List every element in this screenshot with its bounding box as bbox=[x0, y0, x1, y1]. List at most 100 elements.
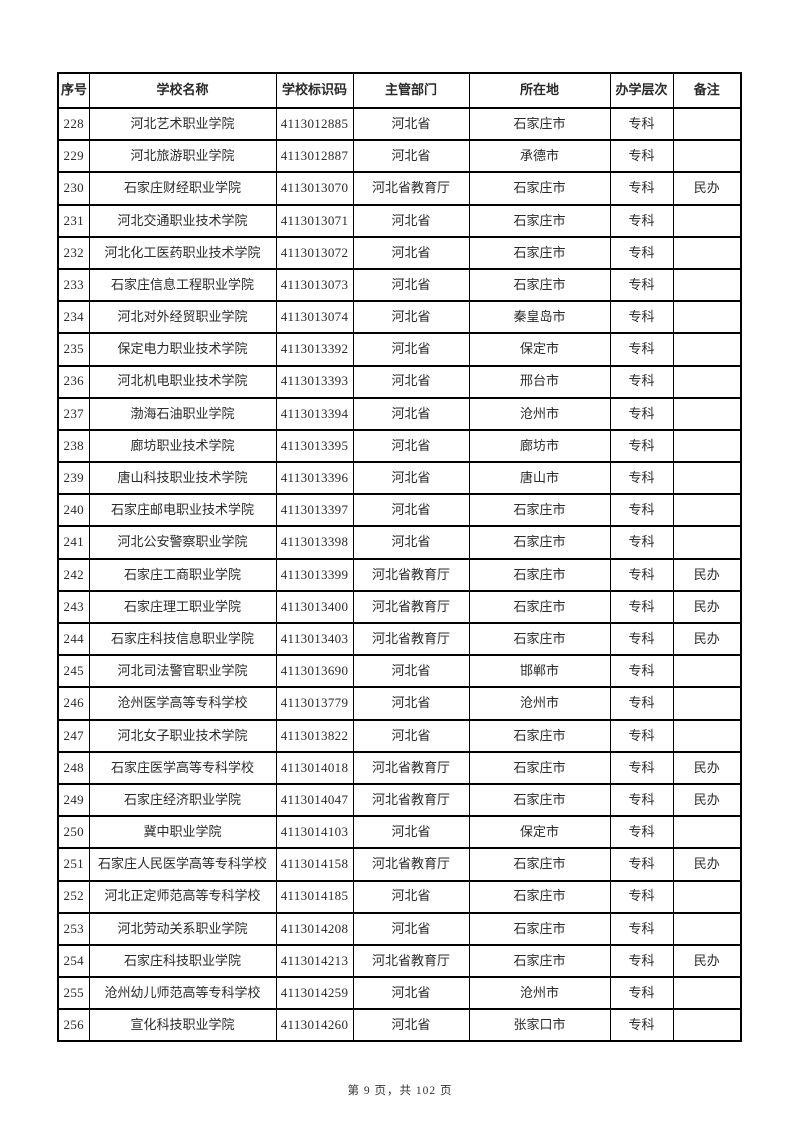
cell-school-code: 4113013397 bbox=[275, 493, 354, 528]
cell-location: 张家口市 bbox=[468, 1008, 611, 1043]
cell-school-name: 河北正定师范高等专科学校 bbox=[88, 879, 277, 914]
cell-level: 专科 bbox=[609, 300, 674, 335]
cell-school-code: 4113013392 bbox=[275, 332, 354, 367]
cell-school-code: 4113013400 bbox=[275, 589, 354, 625]
cell-school-code: 4113013403 bbox=[275, 621, 354, 657]
cell-department: 河北省教育厅 bbox=[352, 589, 470, 625]
table-row: 236 河北机电职业技术学院 4113013393 河北省 邢台市 专科 bbox=[57, 364, 742, 399]
cell-school-name: 石家庄经济职业学院 bbox=[88, 782, 277, 818]
table-row: 251 石家庄人民医学高等专科学校 4113014158 河北省教育厅 石家庄市 专科 民办 bbox=[57, 847, 742, 882]
cell-school-code: 4113013393 bbox=[275, 364, 354, 399]
cell-school-code: 4113014260 bbox=[275, 1008, 354, 1043]
cell-department: 河北省教育厅 bbox=[352, 621, 470, 657]
cell-department: 河北省 bbox=[352, 235, 470, 270]
cell-index: 248 bbox=[57, 750, 90, 785]
table-row: 231 河北交通职业技术学院 4113013071 河北省 石家庄市 专科 bbox=[57, 203, 742, 238]
cell-level: 专科 bbox=[609, 847, 674, 882]
table-row: 240 石家庄邮电职业技术学院 4113013397 河北省 石家庄市 专科 bbox=[57, 493, 742, 528]
cell-index: 250 bbox=[57, 815, 90, 850]
cell-school-code: 4113014208 bbox=[275, 911, 354, 946]
cell-index: 245 bbox=[57, 654, 90, 689]
header-cell-location: 所在地 bbox=[468, 72, 611, 109]
cell-level: 专科 bbox=[609, 621, 674, 657]
cell-school-code: 4113013398 bbox=[275, 525, 354, 560]
cell-department: 河北省 bbox=[352, 976, 470, 1011]
cell-department: 河北省 bbox=[352, 525, 470, 560]
table-row: 244 石家庄科技信息职业学院 4113013403 河北省教育厅 石家庄市 专科 民办 bbox=[57, 621, 742, 657]
cell-location: 石家庄市 bbox=[468, 621, 611, 657]
cell-index: 231 bbox=[57, 203, 90, 238]
cell-note bbox=[672, 654, 742, 689]
cell-school-code: 4113012885 bbox=[275, 106, 354, 142]
cell-department: 河北省 bbox=[352, 815, 470, 850]
cell-note bbox=[672, 267, 742, 303]
cell-note: 民办 bbox=[672, 847, 742, 882]
header-cell-note: 备注 bbox=[672, 72, 742, 109]
cell-index: 232 bbox=[57, 235, 90, 270]
header-cell-name: 学校名称 bbox=[88, 72, 277, 109]
table-row: 239 唐山科技职业技术学院 4113013396 河北省 唐山市 专科 bbox=[57, 461, 742, 496]
cell-location: 保定市 bbox=[468, 815, 611, 850]
cell-index: 246 bbox=[57, 686, 90, 721]
cell-school-code: 4113013070 bbox=[275, 171, 354, 206]
cell-level: 专科 bbox=[609, 525, 674, 560]
cell-index: 243 bbox=[57, 589, 90, 625]
cell-index: 234 bbox=[57, 300, 90, 335]
schools-table: 序号 学校名称 学校标识码 主管部门 所在地 办学层次 备注 228 河北艺术职业… bbox=[57, 72, 742, 1043]
cell-location: 沧州市 bbox=[468, 396, 611, 431]
cell-index: 253 bbox=[57, 911, 90, 946]
cell-school-code: 4113013071 bbox=[275, 203, 354, 238]
cell-school-name: 石家庄邮电职业技术学院 bbox=[88, 493, 277, 528]
cell-level: 专科 bbox=[609, 235, 674, 270]
table-row: 248 石家庄医学高等专科学校 4113014018 河北省教育厅 石家庄市 专科 民办 bbox=[57, 750, 742, 785]
cell-department: 河北省 bbox=[352, 267, 470, 303]
cell-index: 247 bbox=[57, 718, 90, 753]
cell-department: 河北省 bbox=[352, 493, 470, 528]
cell-location: 石家庄市 bbox=[468, 525, 611, 560]
cell-school-name: 河北女子职业技术学院 bbox=[88, 718, 277, 753]
table-row: 249 石家庄经济职业学院 4113014047 河北省教育厅 石家庄市 专科 民办 bbox=[57, 782, 742, 818]
header-cell-index: 序号 bbox=[57, 72, 90, 109]
cell-department: 河北省 bbox=[352, 654, 470, 689]
cell-note bbox=[672, 493, 742, 528]
table-row: 232 河北化工医药职业技术学院 4113013072 河北省 石家庄市 专科 bbox=[57, 235, 742, 270]
cell-location: 石家庄市 bbox=[468, 943, 611, 979]
cell-department: 河北省 bbox=[352, 911, 470, 946]
table-row: 237 渤海石油职业学院 4113013394 河北省 沧州市 专科 bbox=[57, 396, 742, 431]
cell-school-name: 唐山科技职业技术学院 bbox=[88, 461, 277, 496]
cell-level: 专科 bbox=[609, 267, 674, 303]
cell-note: 民办 bbox=[672, 589, 742, 625]
cell-school-name: 渤海石油职业学院 bbox=[88, 396, 277, 431]
cell-index: 228 bbox=[57, 106, 90, 142]
cell-level: 专科 bbox=[609, 396, 674, 431]
cell-school-name: 石家庄医学高等专科学校 bbox=[88, 750, 277, 785]
cell-school-name: 石家庄科技职业学院 bbox=[88, 943, 277, 979]
cell-school-name: 石家庄人民医学高等专科学校 bbox=[88, 847, 277, 882]
cell-level: 专科 bbox=[609, 815, 674, 850]
cell-location: 石家庄市 bbox=[468, 493, 611, 528]
cell-level: 专科 bbox=[609, 203, 674, 238]
cell-school-name: 石家庄科技信息职业学院 bbox=[88, 621, 277, 657]
cell-location: 石家庄市 bbox=[468, 847, 611, 882]
cell-department: 河北省教育厅 bbox=[352, 171, 470, 206]
cell-note bbox=[672, 300, 742, 335]
cell-index: 256 bbox=[57, 1008, 90, 1043]
cell-index: 236 bbox=[57, 364, 90, 399]
cell-location: 石家庄市 bbox=[468, 267, 611, 303]
cell-department: 河北省 bbox=[352, 139, 470, 174]
cell-department: 河北省 bbox=[352, 203, 470, 238]
cell-school-code: 4113013779 bbox=[275, 686, 354, 721]
table-row: 255 沧州幼儿师范高等专科学校 4113014259 河北省 沧州市 专科 bbox=[57, 976, 742, 1011]
table-row: 252 河北正定师范高等专科学校 4113014185 河北省 石家庄市 专科 bbox=[57, 879, 742, 914]
cell-note: 民办 bbox=[672, 782, 742, 818]
cell-note bbox=[672, 235, 742, 270]
page-footer: 第 9 页，共 102 页 bbox=[347, 1085, 453, 1097]
table-body: 228 河北艺术职业学院 4113012885 河北省 石家庄市 专科 229 河北旅游职业学… bbox=[57, 106, 742, 1043]
cell-note bbox=[672, 203, 742, 238]
cell-school-name: 河北公安警察职业学院 bbox=[88, 525, 277, 560]
cell-school-name: 河北机电职业技术学院 bbox=[88, 364, 277, 399]
cell-level: 专科 bbox=[609, 750, 674, 785]
cell-level: 专科 bbox=[609, 589, 674, 625]
cell-level: 专科 bbox=[609, 171, 674, 206]
table-row: 245 河北司法警官职业学院 4113013690 河北省 邯郸市 专科 bbox=[57, 654, 742, 689]
